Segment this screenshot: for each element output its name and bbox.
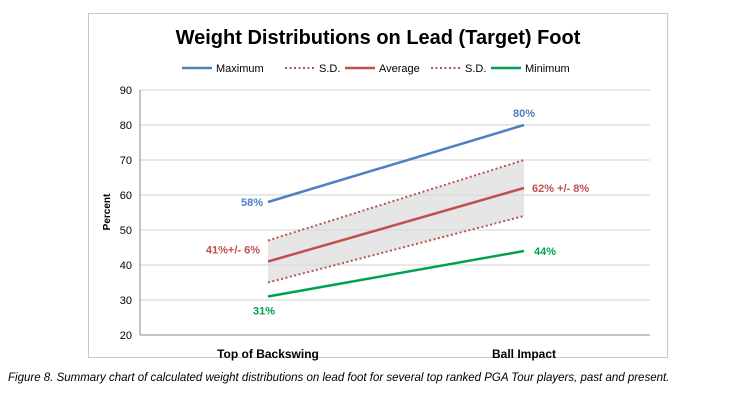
series-line-sd-3 xyxy=(267,215,525,284)
series-lines xyxy=(267,123,525,298)
y-tick-label: 20 xyxy=(120,330,132,342)
gridlines xyxy=(140,89,650,336)
y-tick-label: 30 xyxy=(120,295,132,307)
y-tick-label: 80 xyxy=(120,120,132,132)
sd-band xyxy=(268,160,524,283)
series-line-minimum-4 xyxy=(267,249,525,298)
legend-entry: S.D. xyxy=(319,63,340,75)
y-tick-label: 90 xyxy=(120,85,132,97)
data-label: 31% xyxy=(253,306,275,318)
y-tick-label: 50 xyxy=(120,225,132,237)
data-label: 58% xyxy=(241,197,263,209)
legend-entry: Minimum xyxy=(525,63,570,75)
y-tick-label: 60 xyxy=(120,190,132,202)
y-tick-label: 70 xyxy=(120,155,132,167)
chart-svg: Weight Distributions on Lead (Target) Fo… xyxy=(102,27,650,361)
y-axis-label: Percent xyxy=(102,193,113,230)
figure-caption: Figure 8. Summary chart of calculated we… xyxy=(8,372,670,384)
data-label: 62% +/- 8% xyxy=(532,183,589,195)
y-tick-label: 40 xyxy=(120,260,132,272)
legend-entry: Average xyxy=(379,63,420,75)
data-label: 80% xyxy=(513,108,535,120)
x-tick-label: Ball Impact xyxy=(492,347,556,361)
legend: Maximum S.D. Average S.D. Minimum xyxy=(182,63,570,75)
legend-entry: Maximum xyxy=(216,63,264,75)
series-line-maximum-0 xyxy=(267,123,525,204)
legend-entry: S.D. xyxy=(465,63,486,75)
chart-title: Weight Distributions on Lead (Target) Fo… xyxy=(176,27,581,49)
data-labels: 58% 80% 41%+/- 6% 62% +/- 8% 31% 44% xyxy=(206,108,590,318)
x-tick-label: Top of Backswing xyxy=(217,347,319,361)
data-label: 41%+/- 6% xyxy=(206,245,260,257)
sd-band-area xyxy=(268,160,524,283)
data-label: 44% xyxy=(534,246,556,258)
axes: 20 30 40 50 60 70 80 90 Top of Backswing Ball Imp… xyxy=(120,85,556,361)
series-line-average-2 xyxy=(267,186,525,263)
